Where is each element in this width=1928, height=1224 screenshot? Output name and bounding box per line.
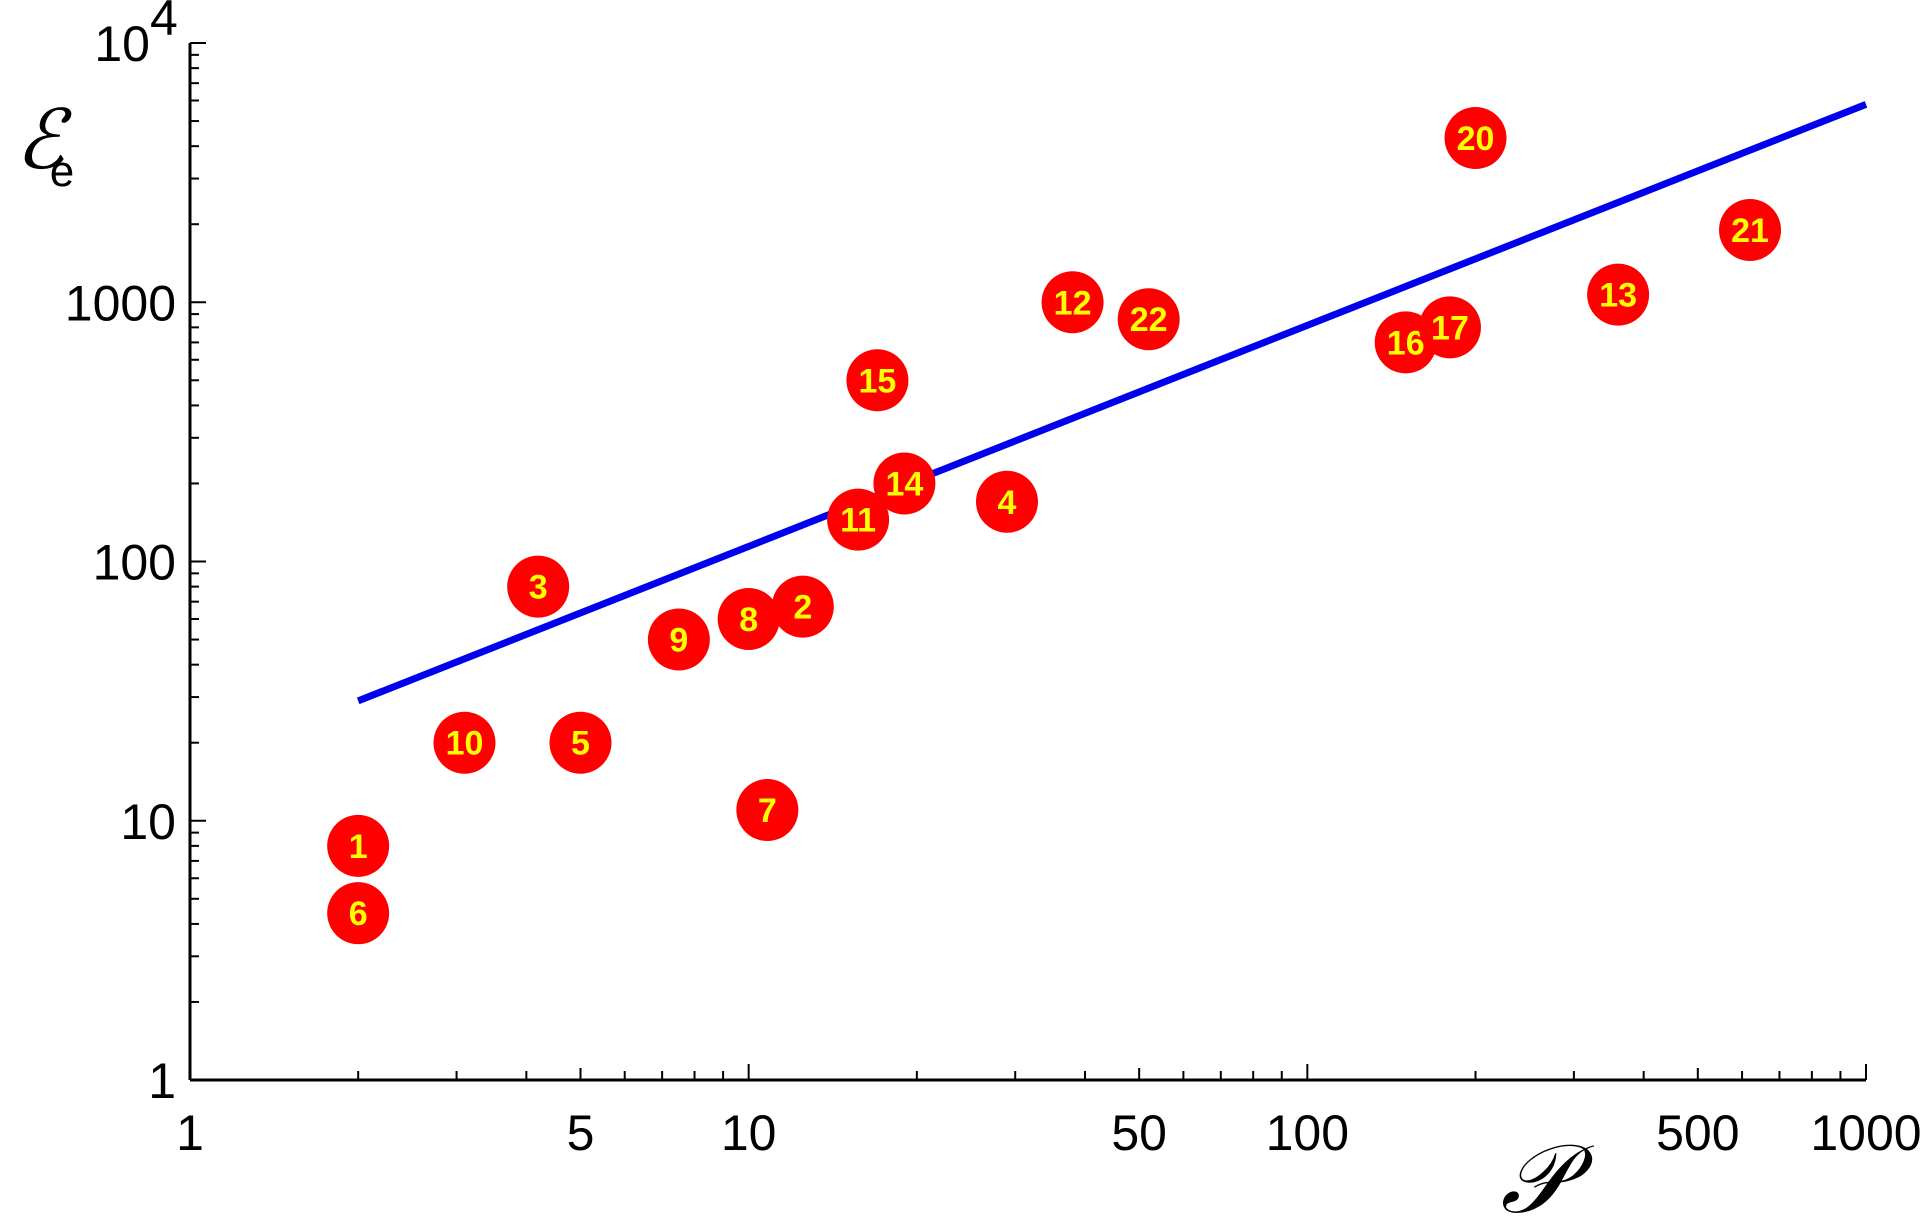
point-label: 3 xyxy=(529,569,548,607)
point-marker xyxy=(975,470,1038,533)
point-marker xyxy=(647,608,710,671)
point-marker xyxy=(1117,288,1180,351)
point-label: 4 xyxy=(998,484,1017,522)
point-label: 12 xyxy=(1054,284,1092,322)
x-axis-label: 𝒫 xyxy=(1500,1123,1594,1219)
axis-labels: 𝒫 ℰ e xyxy=(15,93,1594,1224)
point-marker xyxy=(327,882,390,945)
point-marker xyxy=(717,588,780,651)
point-label: 9 xyxy=(669,622,688,660)
point-marker xyxy=(507,555,570,618)
y-tick-label: 100 xyxy=(93,535,176,591)
data-point: 21 xyxy=(1719,198,1782,261)
x-tick-label: 1 xyxy=(176,1105,204,1161)
point-marker xyxy=(433,711,496,774)
point-label: 17 xyxy=(1431,309,1469,347)
y-axis-label-subscript: e xyxy=(50,147,74,196)
point-marker xyxy=(327,814,390,877)
point-label: 16 xyxy=(1387,324,1425,362)
data-point: 7 xyxy=(736,779,799,842)
data-point: 9 xyxy=(647,608,710,671)
point-marker xyxy=(846,349,909,412)
y-tick-label: 1 xyxy=(148,1053,176,1109)
data-point: 10 xyxy=(433,711,496,774)
x-tick-label: 1000 xyxy=(1810,1105,1921,1161)
y-tick-label: 1000 xyxy=(65,275,176,331)
point-label: 20 xyxy=(1457,120,1495,158)
data-point: 20 xyxy=(1444,107,1507,170)
data-point: 15 xyxy=(846,349,909,412)
x-tick-label: 50 xyxy=(1111,1105,1167,1161)
data-point: 22 xyxy=(1117,288,1180,351)
point-marker xyxy=(1041,271,1104,334)
point-label: 11 xyxy=(840,502,876,540)
point-label: 22 xyxy=(1130,301,1168,339)
point-label: 15 xyxy=(858,362,896,400)
point-label: 10 xyxy=(446,725,484,763)
data-point: 14 xyxy=(873,452,936,515)
data-point: 8 xyxy=(717,588,780,651)
data-point: 5 xyxy=(549,711,612,774)
point-marker xyxy=(1587,263,1650,326)
data-point: 12 xyxy=(1041,271,1104,334)
data-point: 2 xyxy=(771,575,834,638)
data-point: 17 xyxy=(1418,296,1481,359)
point-marker xyxy=(736,779,799,842)
point-marker xyxy=(1444,107,1507,170)
point-label: 2 xyxy=(793,589,812,627)
point-marker xyxy=(549,711,612,774)
point-label: 13 xyxy=(1599,277,1637,315)
x-tick-label: 10 xyxy=(721,1105,777,1161)
point-label: 6 xyxy=(349,895,368,933)
data-point: 3 xyxy=(507,555,570,618)
x-tick-label: 500 xyxy=(1656,1105,1739,1161)
point-label: 7 xyxy=(758,792,777,830)
y-tick-label-exponent: 4 xyxy=(150,0,178,46)
point-marker xyxy=(873,452,936,515)
fit-line-layer xyxy=(356,101,1868,705)
x-tick-label: 100 xyxy=(1266,1105,1349,1161)
data-point: 11 xyxy=(827,488,890,551)
point-label: 21 xyxy=(1731,212,1769,250)
y-tick-label: 10 xyxy=(94,16,150,72)
data-point: 4 xyxy=(975,470,1038,533)
y-tick-label: 10 xyxy=(120,794,176,850)
fit-line xyxy=(356,101,1868,705)
point-label: 5 xyxy=(571,725,590,763)
data-point: 13 xyxy=(1587,263,1650,326)
data-point: 1 xyxy=(327,814,390,877)
point-marker xyxy=(1418,296,1481,359)
x-tick-label: 5 xyxy=(567,1105,595,1161)
point-label: 14 xyxy=(885,465,923,503)
point-marker xyxy=(771,575,834,638)
point-marker xyxy=(827,488,890,551)
point-label: 8 xyxy=(739,601,758,639)
y-axis-label: ℰ xyxy=(15,93,72,188)
point-label: 1 xyxy=(349,828,368,866)
point-marker xyxy=(1719,198,1782,261)
data-point: 6 xyxy=(327,882,390,945)
